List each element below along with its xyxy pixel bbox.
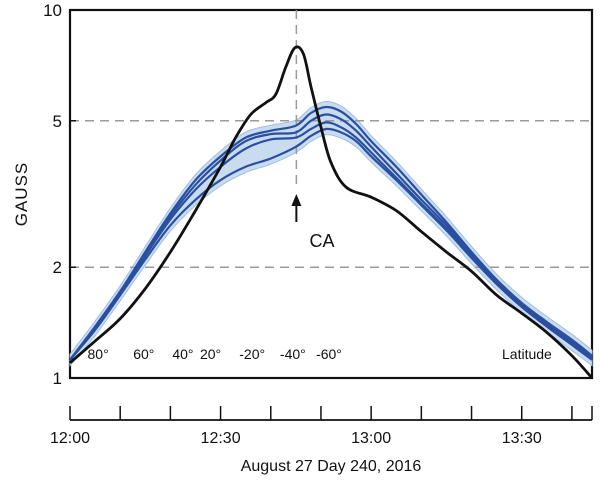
model-series-line [69, 105, 593, 361]
ca-annotation: CA [291, 194, 335, 251]
x-tick-label: 12:00 [50, 430, 90, 447]
x-axis: 12:00 12:30 13:00 13:30 [50, 406, 593, 447]
y-tick-label: 2 [53, 258, 62, 277]
y-tick-label: 1 [53, 369, 62, 388]
model-series-line [69, 113, 593, 361]
x-tick-label: 12:30 [201, 430, 241, 447]
ca-arrow-head [291, 194, 302, 206]
latitude-label: -60° [316, 346, 342, 362]
observed-series-line [69, 45, 594, 379]
x-tick-label: 13:30 [502, 430, 542, 447]
y-tick-label: 10 [43, 1, 62, 20]
y-axis: 1 2 5 10 [43, 1, 76, 388]
y-axis-label: GAUSS [12, 162, 31, 227]
latitude-label: 60° [133, 346, 154, 362]
latitude-labels: 80° 60° 40° 20° -20° -40° -60° [88, 346, 342, 362]
gridlines [70, 10, 592, 268]
latitude-label: -40° [280, 346, 306, 362]
model-band [69, 100, 593, 367]
y-tick-label: 5 [53, 112, 62, 131]
x-tick-label: 13:00 [351, 430, 391, 447]
series-group [69, 45, 594, 379]
ca-label: CA [309, 231, 334, 251]
model-envelope-band [69, 100, 593, 367]
latitude-label: 80° [88, 346, 109, 362]
x-axis-label: August 27 Day 240, 2016 [241, 458, 422, 475]
model-series-line [69, 127, 593, 361]
latitude-label: -20° [239, 346, 265, 362]
latitude-label: 20° [200, 346, 221, 362]
latitude-label: 40° [172, 346, 193, 362]
latitude-axis-title: Latitude [502, 346, 552, 362]
plot-frame [68, 8, 594, 380]
